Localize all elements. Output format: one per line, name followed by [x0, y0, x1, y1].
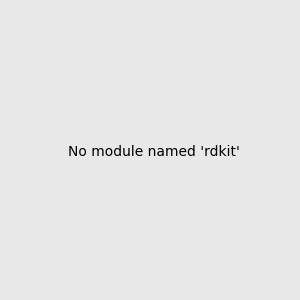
Text: No module named 'rdkit': No module named 'rdkit'	[68, 145, 240, 158]
